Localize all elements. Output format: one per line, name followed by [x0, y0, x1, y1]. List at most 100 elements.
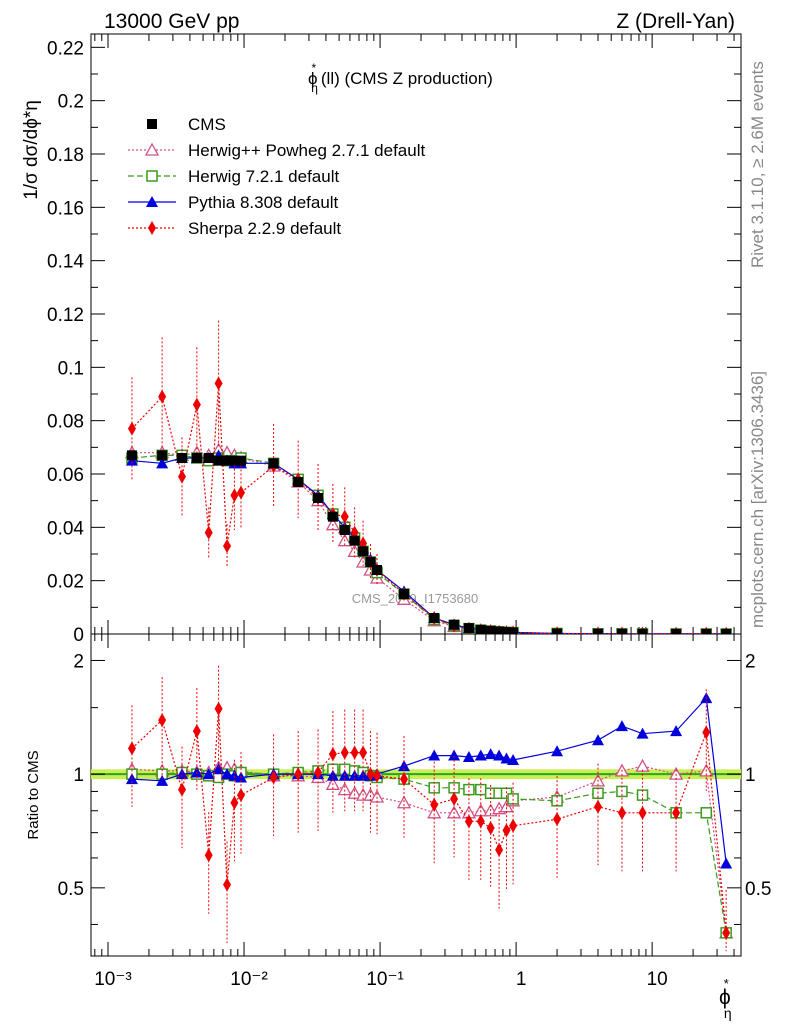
y-tick-label-top: 0.02 [47, 572, 84, 593]
marker-cms [616, 628, 627, 634]
marker-cms [268, 458, 279, 469]
ratio-marker-pythia-8-308-default [202, 768, 215, 780]
rivet-info: Rivet 3.1.10, ≥ 2.6M events [748, 61, 767, 268]
legend: CMS Herwig++ Powheg 2.7.1 default Herwig 7… [128, 115, 425, 238]
ratio-marker-sherpa-2-2-9-default [158, 713, 167, 728]
marker-cms [485, 625, 496, 634]
legend-marker-herwig-7-2-1-default [146, 170, 158, 182]
y-tick-label-top: 0.22 [47, 38, 84, 59]
marker-cms [313, 493, 324, 503]
ratio-marker-pythia-8-308-default [428, 749, 441, 761]
legend-marker-herwig-powheg-2-7-1-default [144, 142, 160, 156]
y-tick-label-top: 0.04 [47, 518, 84, 539]
y-axis-label-top: 1/σ dσ/dϕ*η [21, 100, 42, 200]
ratio-marker-herwig-7-2-1-default [475, 783, 487, 796]
plot-title-rest: (ll) (CMS Z production) [321, 69, 493, 88]
marker-cms [593, 628, 604, 634]
series-line-pythia-8-308-default [131, 454, 727, 634]
marker-cms [365, 557, 376, 567]
marker-cms [293, 477, 304, 487]
ratio-marker-pythia-8-308-default [615, 720, 628, 732]
marker-cms [372, 565, 383, 575]
marker-sherpa-2-2-9-default [158, 389, 167, 404]
x-tick-label: 10⁻² [230, 969, 268, 990]
ratio-line-sherpa-2-2-9-default [131, 708, 727, 933]
ratio-marker-herwig-7-2-1-default [700, 807, 713, 819]
series-top [124, 320, 732, 634]
marker-cms [429, 613, 440, 623]
y-tick-label-ratio-right: 0.5 [745, 879, 771, 900]
y-tick-label-ratio: 1 [73, 765, 84, 786]
series-line-herwig-powheg-2-7-1-default [132, 449, 727, 634]
ratio-marker-herwig-7-2-1-default [463, 783, 475, 796]
ratio-marker-sherpa-2-2-9-default [509, 818, 518, 833]
ratio-marker-sherpa-2-2-9-default [237, 788, 246, 803]
legend-label-herwig-7-2-1-default: Herwig 7.2.1 default [188, 167, 339, 186]
ratio-marker-sherpa-2-2-9-default [617, 805, 626, 820]
plot-title-phi: ϕ [308, 69, 318, 88]
ratio-marker-sherpa-2-2-9-default [502, 823, 511, 838]
ratio-line-herwig-powheg-2-7-1-default [131, 765, 727, 933]
ratio-marker-sherpa-2-2-9-default [214, 701, 223, 716]
ratio-marker-sherpa-2-2-9-default [340, 745, 349, 760]
x-tick-label: 1 [516, 969, 527, 990]
y-tick-label-top: 0.16 [47, 198, 84, 219]
ratio-marker-pythia-8-308-default [448, 749, 461, 761]
marker-cms [463, 623, 474, 634]
marker-cms [358, 546, 369, 557]
ratio-marker-pythia-8-308-default [484, 748, 497, 760]
marker-cms [399, 589, 410, 599]
x-axis-label: ϕ* η [719, 976, 732, 1021]
x-axis-label-phi: ϕ [719, 986, 731, 1009]
marker-sherpa-2-2-9-default [127, 421, 136, 436]
legend-marker-cms [147, 119, 157, 129]
y-tick-label-ratio: 2 [73, 651, 84, 672]
x-tick-label: 10⁻¹ [366, 969, 404, 990]
legend-label-herwig-powheg-2-7-1-default: Herwig++ Powheg 2.7.1 default [188, 141, 425, 160]
header-left: 13000 GeV pp [104, 10, 239, 33]
legend-marker-pythia-8-308-default [146, 196, 158, 207]
plot-title: ϕ* η (ll) (CMS Z production) [308, 61, 493, 95]
ratio-marker-pythia-8-308-default [221, 768, 234, 780]
plot-title-star: * [312, 61, 317, 75]
y-tick-label-ratio-right: 2 [745, 651, 756, 672]
series-line-herwig-7-2-1-default [131, 454, 727, 634]
ratio-marker-pythia-8-308-default [636, 727, 649, 739]
marker-sherpa-2-2-9-default [192, 397, 201, 412]
ratio-marker-sherpa-2-2-9-default [178, 782, 187, 797]
x-tick-label: 10 [647, 969, 668, 990]
marker-cms [222, 455, 233, 466]
marker-cms [349, 535, 360, 546]
marker-pythia-8-308-default [156, 457, 169, 469]
ratio-marker-pythia-8-308-default [551, 745, 564, 757]
ratio-marker-sherpa-2-2-9-default [223, 877, 232, 892]
y-tick-label-top: 0.2 [58, 92, 84, 113]
marker-cms [157, 450, 168, 461]
ratio-marker-sherpa-2-2-9-default [366, 767, 375, 782]
marker-sherpa-2-2-9-default [178, 469, 187, 484]
x-tick-label: 10⁻³ [94, 969, 132, 990]
ratio-marker-sherpa-2-2-9-default [373, 768, 382, 783]
ratio-marker-sherpa-2-2-9-default [495, 842, 504, 857]
x-axis-label-eta: η [724, 1005, 732, 1021]
marker-sherpa-2-2-9-default [223, 539, 232, 553]
marker-cms [236, 455, 247, 466]
ratio-marker-pythia-8-308-default [720, 857, 733, 869]
analysis-watermark: CMS_2019_I1753680 [352, 591, 479, 606]
marker-sherpa-2-2-9-default [204, 525, 213, 540]
ratio-marker-sherpa-2-2-9-default [638, 805, 647, 820]
legend-label-pythia-8-308-default: Pythia 8.308 default [188, 193, 339, 212]
marker-cms [552, 628, 563, 634]
marker-sherpa-2-2-9-default [230, 488, 239, 503]
top-axes: 0 0.02 0.04 0.06 0.08 0.1 0.12 0.14 0.16 0.18 0.2 0… [47, 38, 741, 646]
ratio-marker-pythia-8-308-default [176, 768, 189, 780]
ratio-marker-pythia-8-308-default [507, 754, 520, 766]
ratio-marker-pythia-8-308-default [474, 749, 487, 761]
header-right: Z (Drell-Yan) [616, 10, 735, 33]
ratio-marker-pythia-8-308-default [156, 774, 169, 786]
ratio-marker-sherpa-2-2-9-default [672, 805, 681, 820]
ratio-axes: 0.5 0.5 1 1 2 2 [58, 651, 771, 925]
marker-cms [701, 628, 712, 634]
marker-cms [637, 628, 648, 634]
